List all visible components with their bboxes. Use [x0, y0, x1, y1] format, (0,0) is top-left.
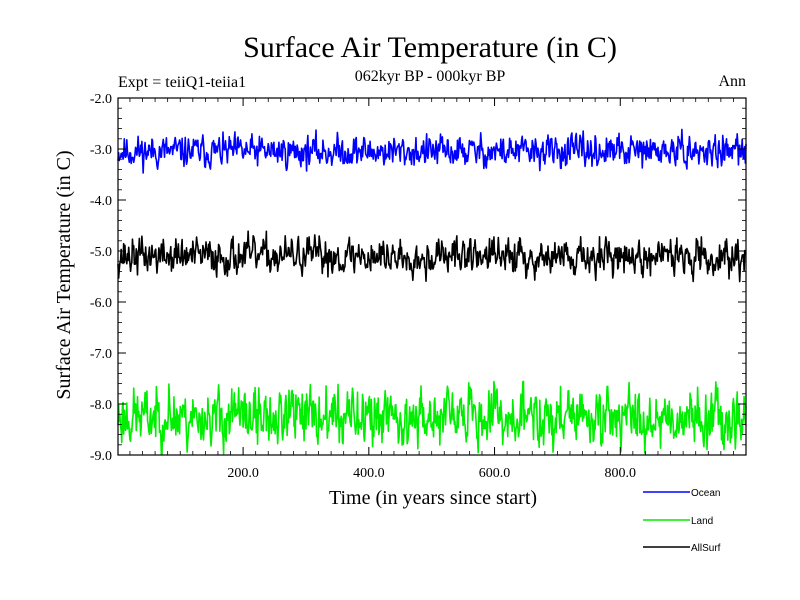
series-line-land: [117, 380, 747, 456]
legend-label-ocean: Ocean: [691, 488, 720, 499]
series-layer: [117, 128, 747, 456]
axes-layer: -2.0 -3.0 -4.0 -5.0 -6.0 -7.0 -8.0 -9.0 200.0 400…: [90, 92, 747, 481]
y-tick-label: -8.0: [90, 398, 112, 413]
series-line-ocean: [117, 128, 747, 174]
legend-label-land: Land: [691, 516, 713, 527]
y-tick-label: -2.0: [90, 92, 112, 107]
y-tick-label: -6.0: [90, 296, 112, 311]
y-tick-label: -9.0: [90, 449, 112, 464]
chart-title: Surface Air Temperature (in C): [243, 31, 617, 64]
x-tick-label: 800.0: [605, 466, 637, 481]
legend: Ocean Land AllSurf: [643, 488, 721, 554]
y-tick-label: -7.0: [90, 347, 112, 362]
series-line-allsurf: [117, 230, 747, 283]
x-tick-label: 200.0: [227, 466, 259, 481]
x-axis-label: Time (in years since start): [329, 487, 537, 509]
y-tick-label: -3.0: [90, 143, 112, 158]
x-tick-label: 600.0: [479, 466, 511, 481]
legend-label-allsurf: AllSurf: [691, 543, 721, 554]
y-tick-label: -4.0: [90, 194, 112, 209]
y-axis-label: Surface Air Temperature (in C): [53, 150, 75, 399]
experiment-label: Expt = teiiQ1-teiia1: [118, 74, 246, 91]
x-tick-label: 400.0: [353, 466, 385, 481]
y-tick-label: -5.0: [90, 245, 112, 260]
period-label: 062kyr BP - 000kyr BP: [355, 68, 506, 85]
season-label: Ann: [718, 73, 746, 90]
